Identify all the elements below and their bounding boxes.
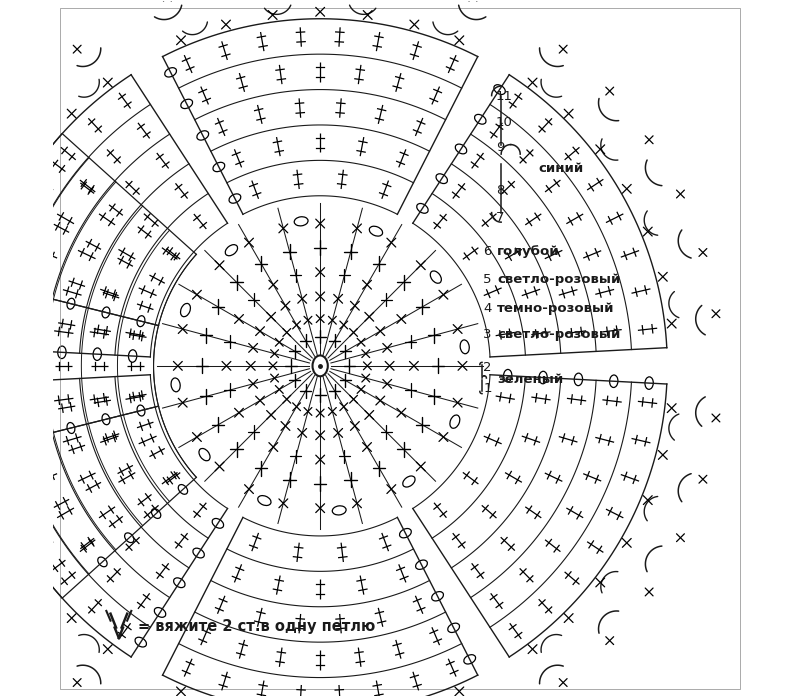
Text: 11: 11 — [496, 90, 513, 103]
Text: темно-розовый: темно-розовый — [497, 302, 614, 316]
Text: 6: 6 — [483, 245, 492, 258]
Text: голубой: голубой — [497, 245, 560, 258]
Text: светло-розовый: светло-розовый — [497, 328, 621, 341]
Text: = вяжите 2 ст.в одну петлю: = вяжите 2 ст.в одну петлю — [138, 619, 375, 634]
Text: 9: 9 — [496, 141, 504, 153]
Text: зеленый: зеленый — [497, 373, 563, 386]
Text: 7: 7 — [496, 211, 504, 224]
Text: 1: 1 — [483, 381, 492, 395]
Text: 8: 8 — [496, 184, 504, 197]
Text: 3: 3 — [483, 328, 492, 341]
Text: светло-розовый: светло-розовый — [497, 273, 621, 286]
Text: 4: 4 — [483, 302, 492, 316]
Text: 10: 10 — [496, 116, 513, 130]
Text: 5: 5 — [483, 273, 492, 286]
Text: 2: 2 — [483, 361, 492, 374]
Text: синий: синий — [539, 162, 584, 174]
